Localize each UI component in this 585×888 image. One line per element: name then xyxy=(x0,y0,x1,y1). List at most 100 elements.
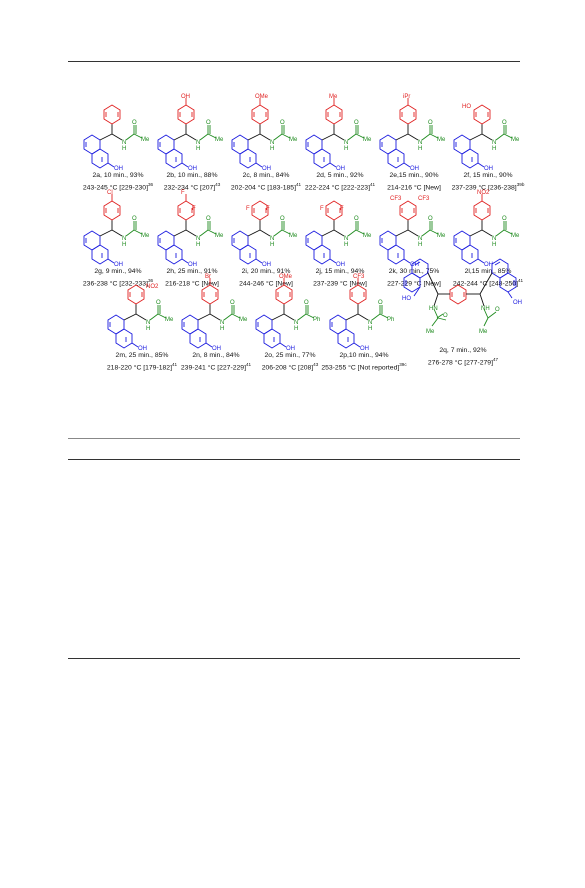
caption-line-2: 276-278 °C [277-279]47 xyxy=(398,355,528,367)
table-rule-1 xyxy=(68,438,520,439)
svg-text:Me: Me xyxy=(426,329,435,335)
caption-line-1: 2j, 15 min., 94% xyxy=(315,268,365,275)
acyl-label: Me xyxy=(289,233,298,239)
oh-label: OH xyxy=(286,346,295,352)
svg-text:O: O xyxy=(495,307,500,313)
o-label: O xyxy=(502,120,507,126)
n-label: N xyxy=(294,320,298,326)
acyl-label: Me xyxy=(511,137,520,143)
structure-2p: OH NH O Ph CF3 xyxy=(329,274,394,352)
substituent-label: F xyxy=(181,190,185,196)
n-label: N xyxy=(122,140,126,146)
mp-text: 227-229 °C [New] xyxy=(387,280,441,288)
caption-2a: 2a, 10 min., 93% 243-245 °C [229-230]36 xyxy=(60,171,176,192)
caption-2p: 2p,10 min., 94% 253-255 °C [Not reported]… xyxy=(306,351,422,372)
oh-label: OH xyxy=(336,166,345,172)
structure-2k: OH NH O Me CF3 CF3 xyxy=(379,196,446,268)
ref-sup: 47 xyxy=(492,357,499,362)
structure-2d: OH NH O Me Me xyxy=(305,94,372,172)
oh-label: OH xyxy=(410,262,419,268)
substituent-label: CF3 xyxy=(353,274,365,280)
compound-2f: OH N H O Me HO 2f, 15 min., 90% 237-239 °C [236… xyxy=(442,94,534,204)
mp-text: 237-239 °C [236-238] xyxy=(451,184,517,192)
oh-label: OH xyxy=(212,346,221,352)
caption-line-1: 2l,15 min., 85% xyxy=(464,268,512,275)
compound-2o: OH N H O Ph OMe 2o, 25 min., 77% 206-208 °C [20… xyxy=(244,274,336,384)
n-label: N xyxy=(146,320,150,326)
ref-sup: 41 xyxy=(517,278,524,283)
compound-2b: OH N H O Me OH 2b, 10 min., 88% 232-234 °C [207… xyxy=(146,94,238,204)
substituent-label: Cl xyxy=(107,190,113,196)
structure-2b: OH NH O Me OH xyxy=(157,94,224,172)
h-label: H xyxy=(492,242,496,248)
structure-2m: OH NH O Me NO2 xyxy=(107,284,174,352)
compound-2d: OH N H O Me Me 2d, 5 min., 92% 222-224 °C [222-… xyxy=(294,94,386,204)
h-label: H xyxy=(418,242,422,248)
structure-2h: OH NH O Me F F xyxy=(157,190,224,268)
mp-text: 237-239 °C [New] xyxy=(313,280,367,288)
o-label: O xyxy=(132,120,137,126)
oh-label: OH xyxy=(262,262,271,268)
n-label: N xyxy=(418,236,422,242)
bottom-rule xyxy=(68,658,520,659)
compound-2h: OH N H O Me F F 2h, 25 min., 91% 216-218 °C [New… xyxy=(146,190,238,300)
acyl-label: Me xyxy=(141,137,150,143)
oh-label: OH xyxy=(138,346,147,352)
h-label: H xyxy=(220,326,224,332)
oh-label: OH xyxy=(188,166,197,172)
compound-2m: OH N H O Me NO2 2m, 25 min., 85% 218-220 °C [17… xyxy=(96,274,188,384)
substituent-label: F xyxy=(320,206,324,212)
substituent-label: OMe xyxy=(255,94,269,100)
svg-text:HN: HN xyxy=(429,306,438,312)
caption-2k: 2k, 30 min., 75% 227-229 °C [New] xyxy=(356,267,472,288)
o-label: O xyxy=(132,216,137,222)
caption-line-2: 216-218 °C [New] xyxy=(134,276,250,288)
ref-sup: 43 xyxy=(215,182,221,187)
n-label: N xyxy=(196,236,200,242)
structure-2n: OH NH O Me Br xyxy=(181,274,248,352)
h-label: H xyxy=(270,242,274,248)
substituent-label: Br xyxy=(205,274,211,280)
n-label: N xyxy=(270,140,274,146)
svg-text:O: O xyxy=(443,313,448,319)
acyl-label: Ph xyxy=(313,317,320,323)
o-label: O xyxy=(502,216,507,222)
structure-2e: OH NH O Me iPr xyxy=(379,94,446,172)
structure-2g: OH NH O Me Cl xyxy=(83,190,150,268)
caption-2h: 2h, 25 min., 91% 216-218 °C [New] xyxy=(134,267,250,288)
mp-text: 244-246 °C [New] xyxy=(239,280,293,288)
substituent-label: NO2 xyxy=(146,284,159,290)
compound-2e: OH N H O Me iPr 2e,15 min., 90% 214-216 °C [New… xyxy=(368,94,460,204)
caption-line-2: 236-238 °C [232-233]36 xyxy=(60,276,176,288)
caption-line-1: 2a, 10 min., 93% xyxy=(92,172,144,179)
n-label: N xyxy=(492,236,496,242)
compound-2q: HO OH HN NH O O Me Me 2q, 7 min., 92% 27… xyxy=(398,254,528,374)
o-label: O xyxy=(230,300,235,306)
caption-line-1: 2d, 5 min., 92% xyxy=(316,172,364,179)
caption-line-1: 2e,15 min., 90% xyxy=(389,172,439,179)
n-label: N xyxy=(122,236,126,242)
n-label: N xyxy=(270,236,274,242)
o-label: O xyxy=(280,120,285,126)
acyl-label: Me xyxy=(437,137,446,143)
h-label: H xyxy=(344,146,348,152)
caption-2e: 2e,15 min., 90% 214-216 °C [New] xyxy=(356,171,472,192)
svg-text:NH: NH xyxy=(481,306,490,312)
substituent-label: CF3 xyxy=(390,196,402,202)
substituent-label: HO xyxy=(462,104,471,110)
caption-line-1: 2b, 10 min., 88% xyxy=(166,172,218,179)
h-label: H xyxy=(196,242,200,248)
o-label: O xyxy=(206,120,211,126)
caption-line-2: 214-216 °C [New] xyxy=(356,180,472,192)
caption-line-1: 2m, 25 min., 85% xyxy=(115,352,169,359)
mp-text: 214-216 °C [New] xyxy=(387,184,441,192)
structure-2q: HO OH HN NH O O Me Me xyxy=(402,258,522,335)
compound-2i: OH N H O Me F F 2i, 20 min., 91% 244-246 °C [New… xyxy=(220,190,312,300)
n-label: N xyxy=(418,140,422,146)
h-label: H xyxy=(368,326,372,332)
h-label: H xyxy=(270,146,274,152)
o-label: O xyxy=(354,120,359,126)
h-label: H xyxy=(294,326,298,332)
